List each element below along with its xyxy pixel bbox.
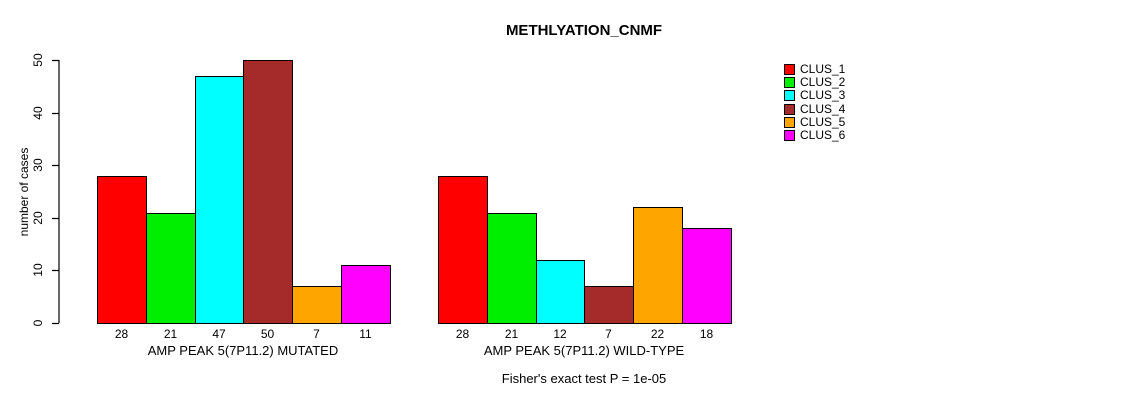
bar-mutated-clus_4: [243, 60, 293, 324]
legend-item-clus-4: CLUS_4: [784, 101, 846, 116]
legend-swatch-clus-4: [784, 103, 795, 115]
legend-label: CLUS_6: [800, 128, 846, 143]
bar-value-label: 7: [605, 327, 612, 341]
y-axis-line: [52, 59, 60, 325]
bar-mutated-clus_3: [195, 76, 244, 324]
y-tick-label: 50: [31, 53, 45, 67]
legend-item-clus-5: CLUS_5: [784, 114, 846, 129]
bar-value-label: 11: [359, 327, 372, 341]
legend-item-clus-1: CLUS_1: [784, 63, 845, 76]
legend-label: CLUS_5: [800, 114, 846, 129]
bar-wild-type-clus_2: [487, 213, 537, 324]
group-label-wild-type: AMP PEAK 5(7P11.2) WILD-TYPE: [483, 343, 685, 358]
legend-swatch-clus-3: [784, 90, 795, 102]
legend-label: CLUS_2: [800, 75, 846, 90]
legend-item-clus-2: CLUS_2: [784, 76, 845, 89]
bar-mutated-clus_6: [341, 265, 391, 324]
y-tick-label: 0: [31, 319, 45, 326]
legend-swatch-clus-2: [784, 77, 795, 89]
legend-label: CLUS_1: [800, 62, 846, 77]
bar-value-label: 28: [114, 327, 129, 341]
bar-value-label: 21: [504, 327, 519, 341]
bar-wild-type-clus_6: [682, 228, 732, 324]
bar-wild-type-clus_1: [438, 176, 488, 324]
bar-mutated-clus_2: [146, 213, 196, 324]
y-tick-label: 30: [31, 158, 45, 172]
annotation-text: Fisher's exact test P = 1e-05: [501, 371, 667, 386]
chart-title: METHLYATION_CNMF: [505, 22, 663, 39]
bar-value-label: 28: [455, 327, 470, 341]
bar-mutated-clus_5: [292, 286, 342, 324]
legend-swatch-clus-5: [784, 116, 795, 128]
bar-value-label: 12: [553, 327, 567, 341]
bar-wild-type-clus_3: [536, 260, 585, 324]
legend-item-clus-3: CLUS_3: [784, 89, 845, 102]
y-tick-label: 10: [31, 263, 45, 277]
bar-value-label: 22: [650, 327, 665, 341]
bar-mutated-clus_1: [97, 176, 147, 324]
bar-value-label: 21: [163, 327, 178, 341]
legend-swatch-clus-1: [784, 64, 795, 76]
bar-value-label: 7: [313, 327, 320, 341]
legend-label: CLUS_4: [800, 101, 846, 116]
group-label-mutated: AMP PEAK 5(7P11.2) MUTATED: [147, 343, 339, 358]
y-tick-label: 40: [31, 106, 45, 120]
bar-value-label: 50: [260, 327, 275, 341]
legend-label: CLUS_3: [800, 88, 846, 103]
bar-wild-type-clus_5: [633, 207, 683, 324]
legend: CLUS_1 CLUS_2 CLUS_3 CLUS_4 CLUS_5 CLUS_…: [784, 63, 845, 142]
bar-wild-type-clus_4: [584, 286, 634, 324]
bar-value-label: 18: [699, 327, 714, 341]
legend-swatch-clus-6: [784, 130, 795, 142]
y-tick-label: 20: [31, 211, 45, 225]
bar-value-label: 47: [212, 327, 226, 341]
legend-item-clus-6: CLUS_6: [784, 129, 845, 142]
